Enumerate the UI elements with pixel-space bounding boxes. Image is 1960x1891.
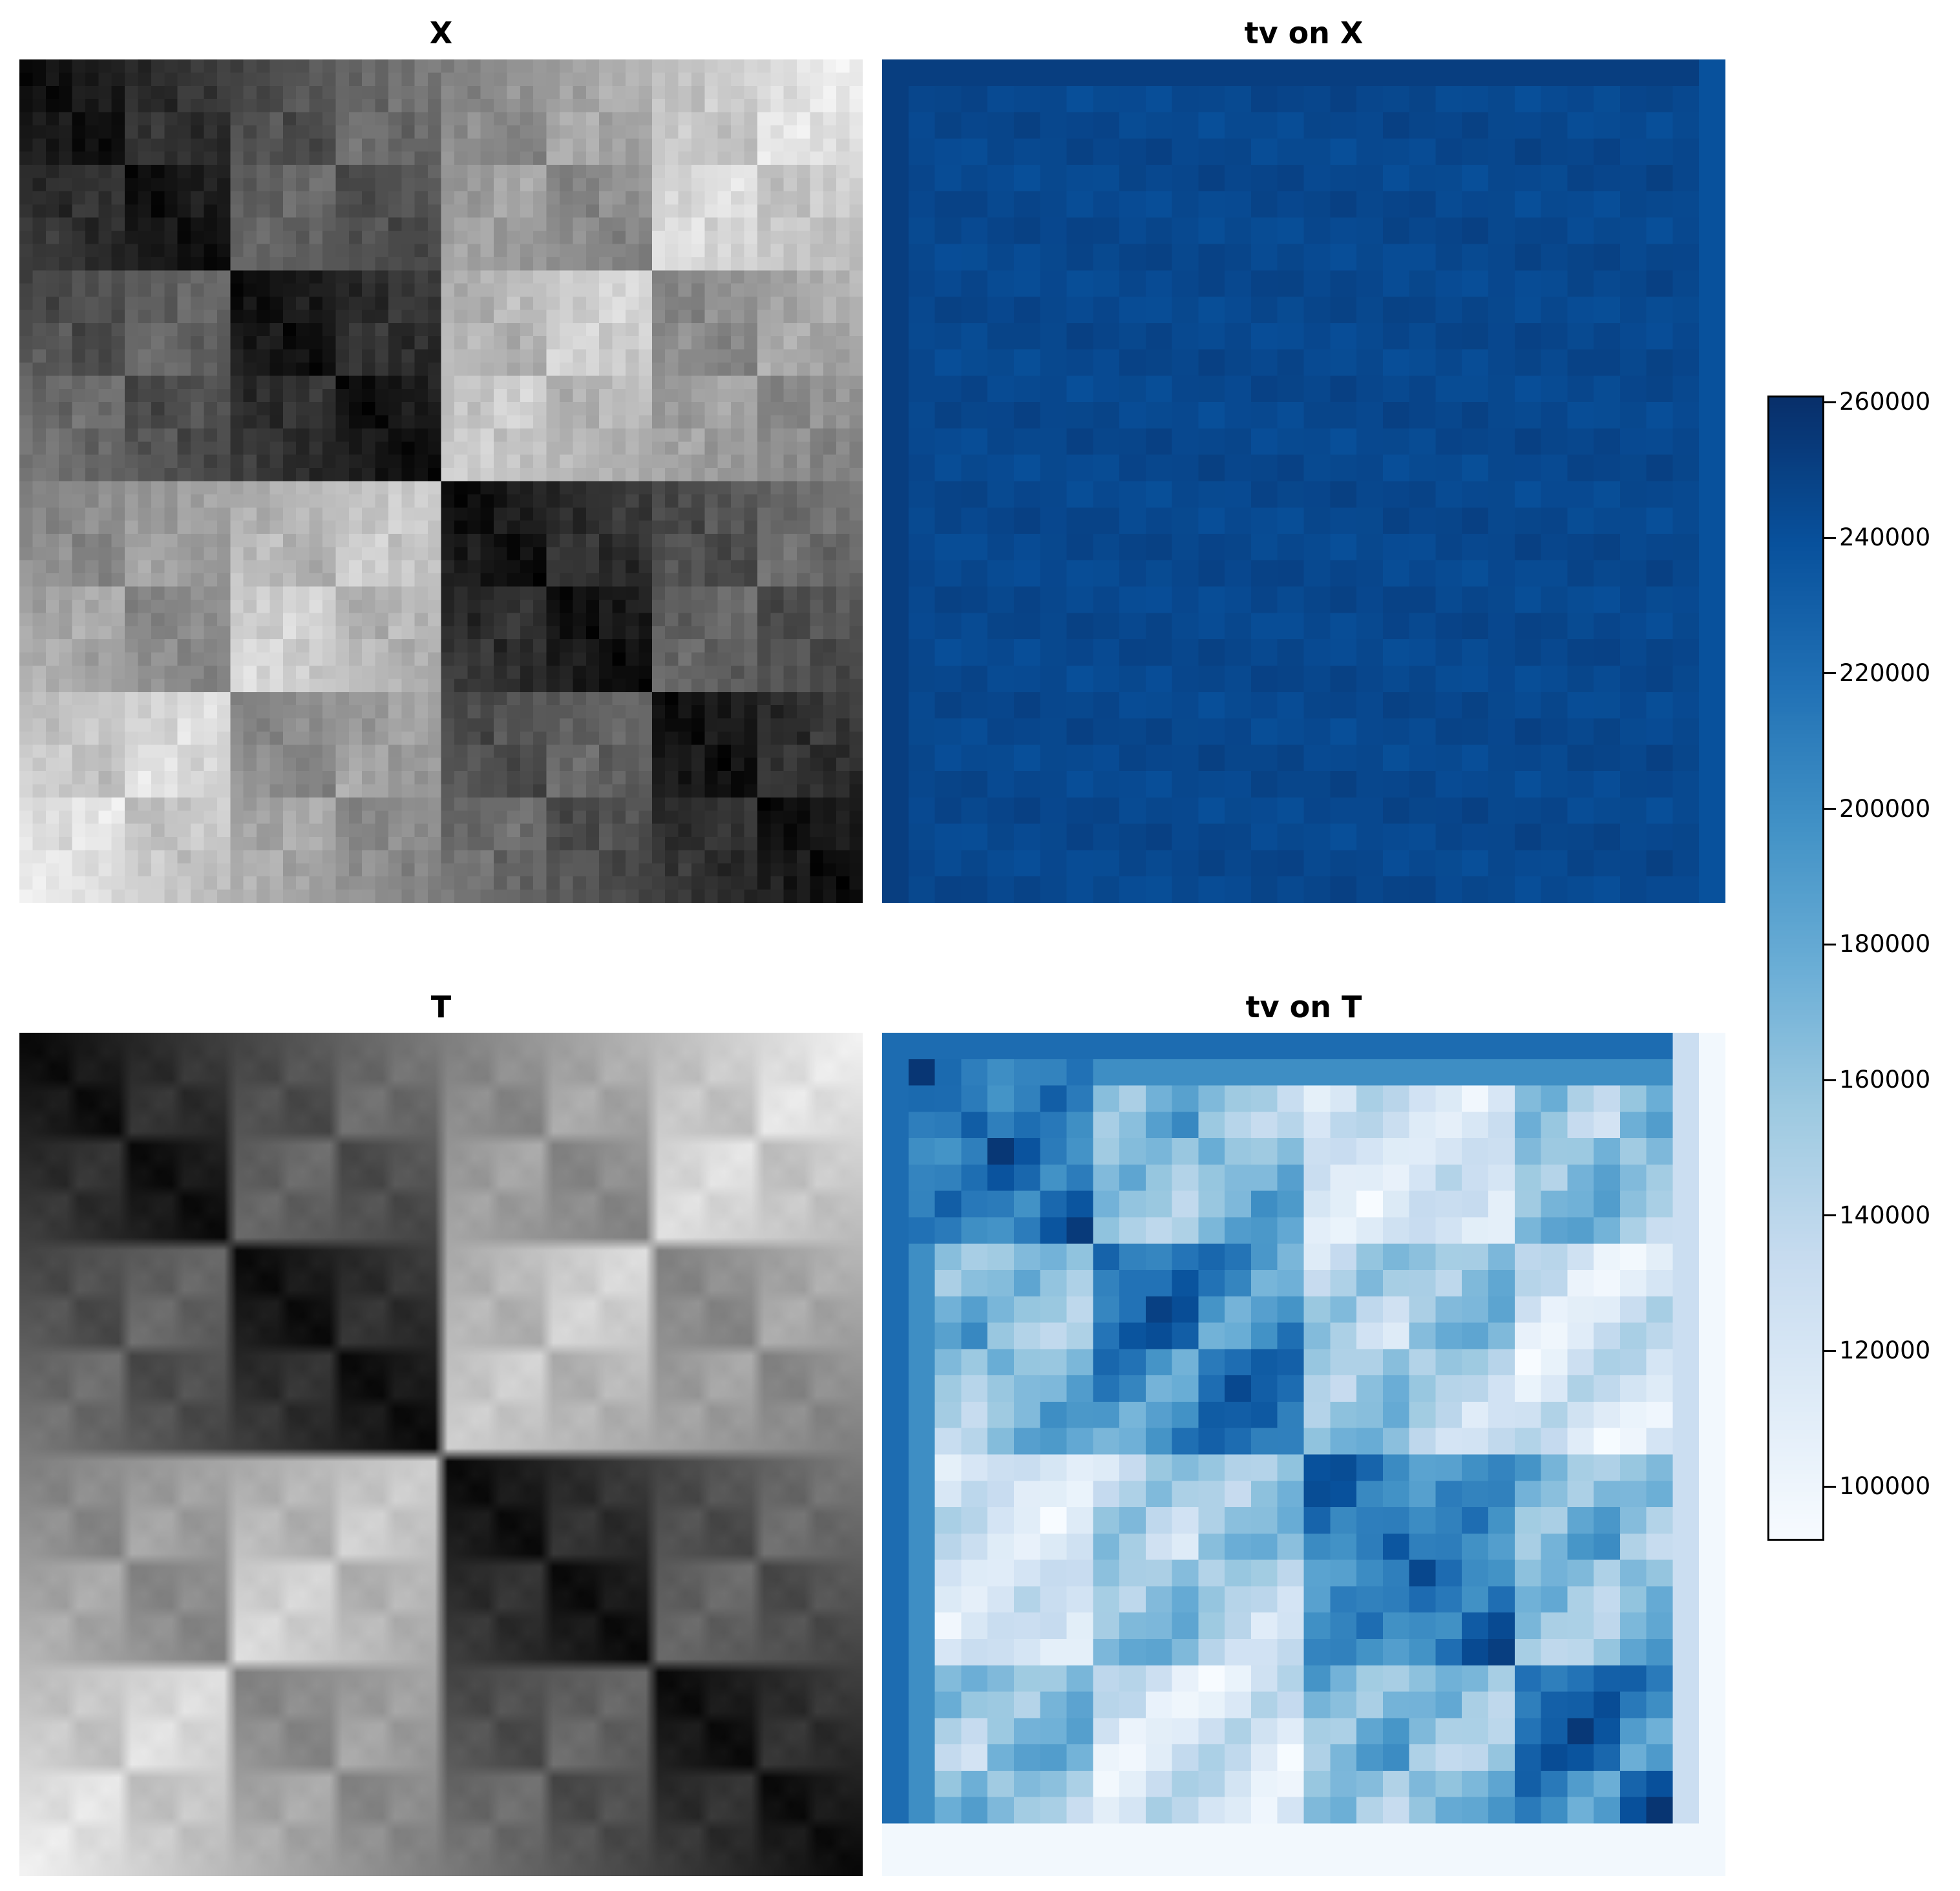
panel-title-tv-on-t: tv on T — [1245, 989, 1362, 1024]
colorbar-tick — [1824, 943, 1836, 946]
colorbar-tick-label: 160000 — [1839, 1066, 1931, 1093]
colorbar-tick-label: 240000 — [1839, 523, 1931, 552]
colorbar-tick-label: 120000 — [1839, 1336, 1931, 1365]
panel-title-tv-on-x: tv on X — [1244, 16, 1364, 50]
colorbar-tick — [1824, 672, 1836, 675]
colorbar-tick-label: 180000 — [1839, 930, 1931, 958]
colorbar-gradient — [1767, 396, 1824, 1541]
colorbar-tick — [1824, 401, 1836, 403]
panel-title-t: T — [430, 989, 452, 1024]
heatmap-tv-on-x — [882, 59, 1725, 903]
colorbar-tick — [1824, 1349, 1836, 1352]
panel-title-x: X — [429, 16, 453, 50]
colorbar-tick — [1824, 1214, 1836, 1217]
colorbar-tick-label: 220000 — [1839, 659, 1931, 687]
colorbar-tick-label: 140000 — [1839, 1201, 1931, 1229]
colorbar-tick — [1824, 808, 1836, 810]
colorbar-tick-label: 200000 — [1839, 794, 1931, 823]
heatmap-tv-on-t — [882, 1033, 1725, 1876]
colorbar-tick-label: 100000 — [1839, 1472, 1931, 1501]
colorbar-tick-label: 260000 — [1839, 388, 1931, 416]
colorbar-tick — [1824, 1485, 1836, 1488]
colorbar-tick — [1824, 1079, 1836, 1081]
colorbar-tick — [1824, 536, 1836, 539]
heatmap-t — [19, 1033, 863, 1876]
heatmap-x — [19, 59, 863, 903]
